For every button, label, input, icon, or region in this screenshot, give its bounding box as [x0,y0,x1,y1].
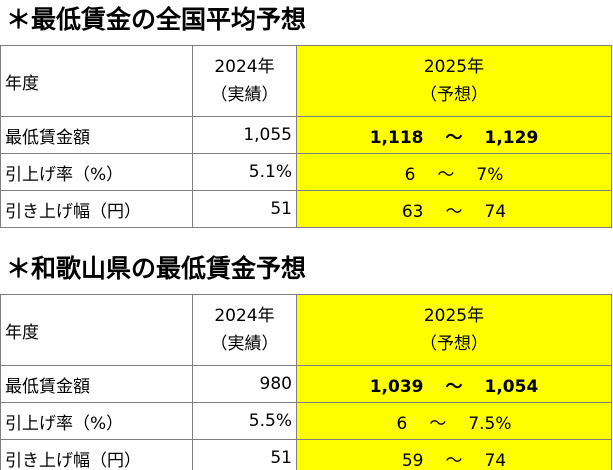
range-separator: 〜 [429,413,447,434]
header-year-label: 年度 [0,45,193,117]
national-wage-table: 年度 2024年 （実績） 2025年 （予想） 最低賃金額 1,055 1,1… [0,45,612,228]
table-row: 引き上げ幅（円） 51 59 〜 74 [0,439,612,470]
header-2025-year: 2025年 [423,57,485,77]
table-row: 最低賃金額 980 1,039 〜 1,054 [0,365,612,403]
header-year-label: 年度 [0,294,193,366]
actual-value: 980 [192,365,297,403]
actual-value: 51 [192,190,297,228]
actual-value: 5.5% [192,402,297,440]
table-row: 引き上げ幅（円） 51 63 〜 74 [0,190,612,228]
table-row: 最低賃金額 1,055 1,118 〜 1,129 [0,116,612,154]
wakayama-wage-table: 年度 2024年 （実績） 2025年 （予想） 最低賃金額 980 1,039… [0,294,612,470]
predicted-range: 6 〜 7.5% [296,402,612,440]
predicted-low: 63 [401,201,424,222]
predicted-high: 1,054 [484,376,539,397]
table-row: 引上げ率（%） 5.1% 6 〜 7% [0,153,612,191]
header-2024: 2024年 （実績） [192,294,297,366]
header-2025: 2025年 （予想） [296,45,612,117]
table-header-row: 年度 2024年 （実績） 2025年 （予想） [0,294,612,366]
predicted-range: 59 〜 74 [296,439,612,470]
actual-value: 1,055 [192,116,297,154]
table-header-row: 年度 2024年 （実績） 2025年 （予想） [0,45,612,117]
predicted-low: 59 [401,450,424,470]
section-title-national: ＊最低賃金の全国平均予想 [6,5,307,34]
range-separator: 〜 [445,450,463,470]
range-separator: 〜 [445,376,463,397]
actual-value: 5.1% [192,153,297,191]
predicted-low: 6 [404,164,416,185]
predicted-range: 6 〜 7% [296,153,612,191]
predicted-low: 1,039 [369,376,424,397]
predicted-low: 1,118 [369,127,424,148]
predicted-high: 7% [476,164,504,185]
row-label: 引き上げ幅（円） [0,190,193,228]
row-label: 最低賃金額 [0,116,193,154]
header-2024-year: 2024年 [214,306,275,326]
predicted-high: 7.5% [468,413,512,434]
header-2025-note: （予想） [420,85,488,105]
predicted-high: 74 [484,201,507,222]
range-separator: 〜 [445,201,463,222]
row-label: 最低賃金額 [0,365,193,403]
actual-value: 51 [192,439,297,470]
header-2024-note: （実績） [210,85,279,105]
range-separator: 〜 [437,164,455,185]
range-separator: 〜 [445,127,463,148]
predicted-high: 1,129 [484,127,539,148]
header-2024-year: 2024年 [214,57,275,77]
header-2025-year: 2025年 [423,306,485,326]
predicted-high: 74 [484,450,507,470]
header-2025: 2025年 （予想） [296,294,612,366]
table-row: 引上げ率（%） 5.5% 6 〜 7.5% [0,402,612,440]
predicted-range: 63 〜 74 [296,190,612,228]
header-2024-note: （実績） [210,334,279,354]
predicted-range: 1,118 〜 1,129 [296,116,612,154]
header-2025-note: （予想） [420,334,488,354]
row-label: 引き上げ幅（円） [0,439,193,470]
predicted-low: 6 [396,413,408,434]
row-label: 引上げ率（%） [0,402,193,440]
section-title-wakayama: ＊和歌山県の最低賃金予想 [6,254,307,283]
predicted-range: 1,039 〜 1,054 [296,365,612,403]
header-2024: 2024年 （実績） [192,45,297,117]
row-label: 引上げ率（%） [0,153,193,191]
